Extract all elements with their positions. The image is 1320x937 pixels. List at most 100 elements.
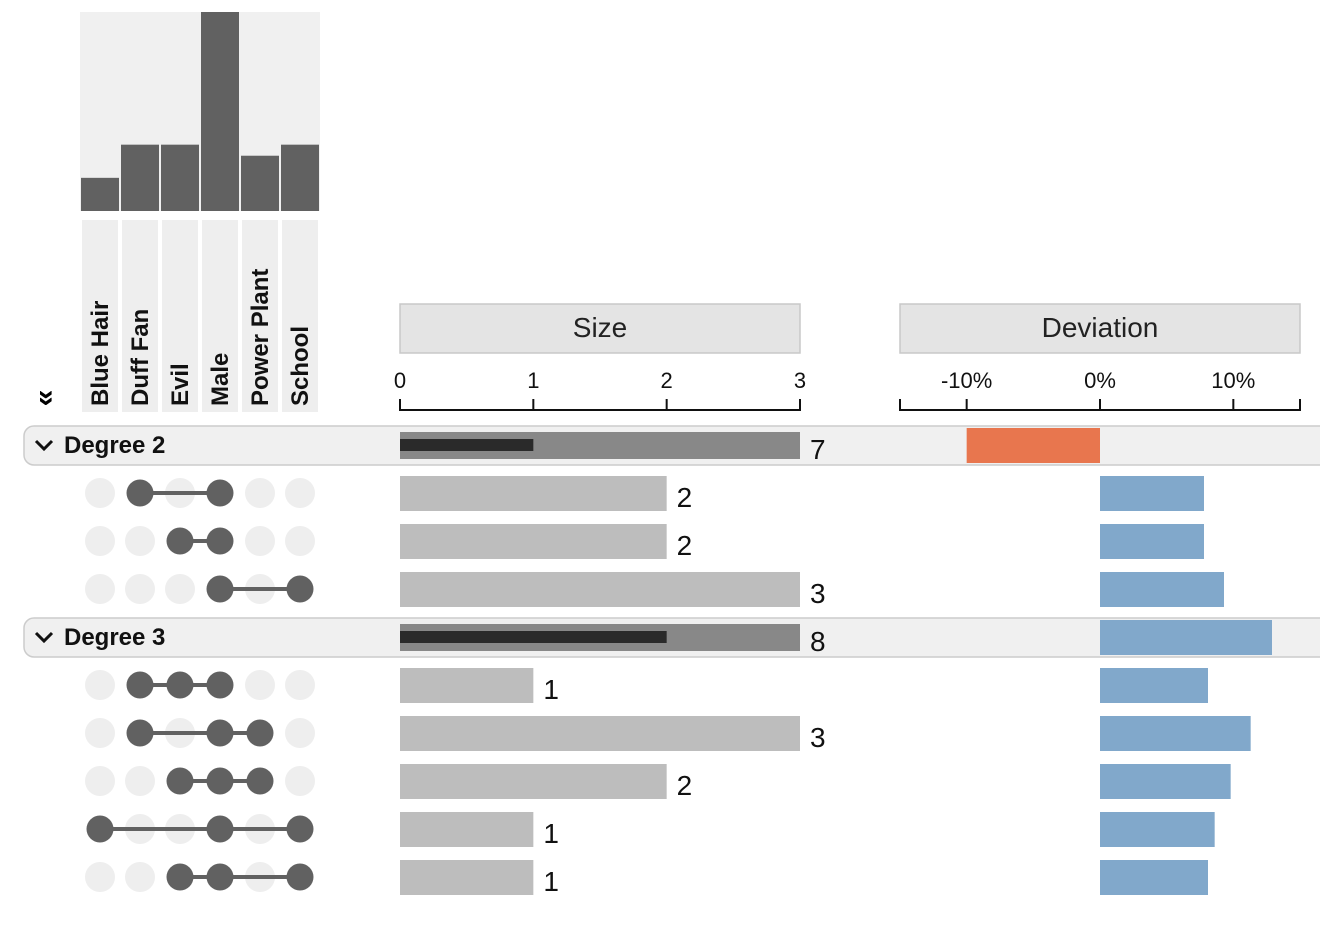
subset-row[interactable]: 1 bbox=[85, 668, 1208, 705]
active-dot[interactable] bbox=[206, 479, 234, 507]
group-title: Degree 3 bbox=[64, 624, 165, 651]
inactive-dot bbox=[85, 718, 115, 748]
size-tick-label: 1 bbox=[527, 368, 539, 393]
active-dot[interactable] bbox=[166, 671, 194, 699]
group-inner-bar[interactable] bbox=[400, 631, 667, 643]
size-bar[interactable] bbox=[400, 716, 800, 751]
active-dot[interactable] bbox=[126, 671, 154, 699]
group-row[interactable]: Degree 2 7 bbox=[23, 425, 1320, 466]
subset-row[interactable]: 2 bbox=[85, 764, 1231, 801]
group-size-value: 7 bbox=[810, 434, 826, 465]
inactive-dot bbox=[125, 574, 155, 604]
size-value: 3 bbox=[810, 578, 826, 609]
active-dot[interactable] bbox=[286, 575, 314, 603]
active-dot[interactable] bbox=[86, 815, 114, 843]
set-label-bg[interactable] bbox=[82, 220, 118, 412]
size-header-box[interactable] bbox=[399, 303, 801, 354]
deviation-bar[interactable] bbox=[1100, 572, 1224, 607]
set-label[interactable]: Evil bbox=[167, 363, 194, 406]
set-label-bg[interactable] bbox=[202, 220, 238, 412]
active-dot[interactable] bbox=[126, 479, 154, 507]
active-dot[interactable] bbox=[286, 863, 314, 891]
size-value: 3 bbox=[810, 722, 826, 753]
active-dot[interactable] bbox=[246, 719, 274, 747]
inactive-dot bbox=[85, 574, 115, 604]
size-bar[interactable] bbox=[400, 764, 667, 799]
subset-row[interactable]: 2 bbox=[85, 524, 1204, 561]
active-dot[interactable] bbox=[206, 719, 234, 747]
deviation-bar[interactable] bbox=[1100, 524, 1204, 559]
set-labels: Blue Hair Duff Fan Evil Male Power Plant Scho… bbox=[82, 220, 318, 412]
active-dot[interactable] bbox=[206, 767, 234, 795]
active-dot[interactable] bbox=[166, 767, 194, 795]
subset-row[interactable]: 3 bbox=[85, 572, 1224, 609]
subset-row[interactable]: 3 bbox=[85, 716, 1251, 753]
set-label-bg[interactable] bbox=[162, 220, 198, 412]
deviation-bar[interactable] bbox=[1100, 476, 1204, 511]
active-dot[interactable] bbox=[166, 863, 194, 891]
inactive-dot bbox=[85, 766, 115, 796]
set-label[interactable]: Duff Fan bbox=[127, 309, 154, 406]
active-dot[interactable] bbox=[206, 575, 234, 603]
collapse-all-icon[interactable]: » bbox=[31, 390, 64, 407]
size-bar[interactable] bbox=[400, 572, 800, 607]
group-deviation-bar[interactable] bbox=[966, 428, 1100, 463]
deviation-header-box[interactable] bbox=[899, 303, 1301, 354]
set-size-bar[interactable] bbox=[121, 144, 159, 211]
set-label[interactable]: Male bbox=[207, 353, 234, 406]
deviation-bar[interactable] bbox=[1100, 764, 1231, 799]
chevron-down-icon[interactable] bbox=[34, 439, 54, 452]
collapse-all-control[interactable]: » bbox=[31, 390, 64, 407]
set-size-bar[interactable] bbox=[201, 12, 239, 211]
active-dot[interactable] bbox=[206, 527, 234, 555]
group-size-value: 8 bbox=[810, 626, 826, 657]
set-size-bar[interactable] bbox=[161, 144, 199, 211]
inactive-dot bbox=[85, 478, 115, 508]
size-header-title: Size bbox=[573, 312, 627, 343]
inactive-dot bbox=[285, 718, 315, 748]
set-label-bg[interactable] bbox=[122, 220, 158, 412]
size-value: 2 bbox=[677, 482, 693, 513]
set-label[interactable]: Blue Hair bbox=[87, 301, 114, 406]
size-value: 1 bbox=[543, 818, 559, 849]
inactive-dot bbox=[125, 766, 155, 796]
set-size-bar[interactable] bbox=[241, 155, 279, 211]
size-bar[interactable] bbox=[400, 668, 534, 703]
inactive-dot bbox=[165, 574, 195, 604]
active-dot[interactable] bbox=[166, 527, 194, 555]
subset-row[interactable]: 2 bbox=[85, 476, 1204, 513]
set-label[interactable]: School bbox=[287, 326, 314, 406]
set-size-bar[interactable] bbox=[81, 177, 119, 211]
size-bar[interactable] bbox=[400, 812, 534, 847]
deviation-bar[interactable] bbox=[1100, 812, 1215, 847]
inactive-dot bbox=[245, 670, 275, 700]
subset-row[interactable]: 1 bbox=[86, 812, 1215, 849]
active-dot[interactable] bbox=[286, 815, 314, 843]
active-dot[interactable] bbox=[206, 815, 234, 843]
subset-row[interactable]: 1 bbox=[85, 860, 1208, 897]
size-bar[interactable] bbox=[400, 860, 534, 895]
deviation-bar[interactable] bbox=[1100, 860, 1208, 895]
set-label-bg[interactable] bbox=[242, 220, 278, 412]
size-bar[interactable] bbox=[400, 476, 667, 511]
chevron-down-icon[interactable] bbox=[34, 631, 54, 644]
size-tick-label: 3 bbox=[794, 368, 806, 393]
group-row[interactable]: Degree 3 8 bbox=[23, 617, 1320, 658]
group-title: Degree 2 bbox=[64, 432, 165, 459]
set-size-bar[interactable] bbox=[281, 144, 319, 211]
set-label[interactable]: Power Plant bbox=[247, 269, 274, 406]
group-deviation-bar[interactable] bbox=[1100, 620, 1272, 655]
active-dot[interactable] bbox=[246, 767, 274, 795]
deviation-bar[interactable] bbox=[1100, 668, 1208, 703]
deviation-tick-label: -10% bbox=[941, 368, 992, 393]
set-label-bg[interactable] bbox=[282, 220, 318, 412]
active-dot[interactable] bbox=[206, 863, 234, 891]
group-inner-bar[interactable] bbox=[400, 439, 534, 451]
active-dot[interactable] bbox=[206, 671, 234, 699]
size-bar[interactable] bbox=[400, 524, 667, 559]
inactive-dot bbox=[85, 670, 115, 700]
deviation-bar[interactable] bbox=[1100, 716, 1251, 751]
active-dot[interactable] bbox=[126, 719, 154, 747]
